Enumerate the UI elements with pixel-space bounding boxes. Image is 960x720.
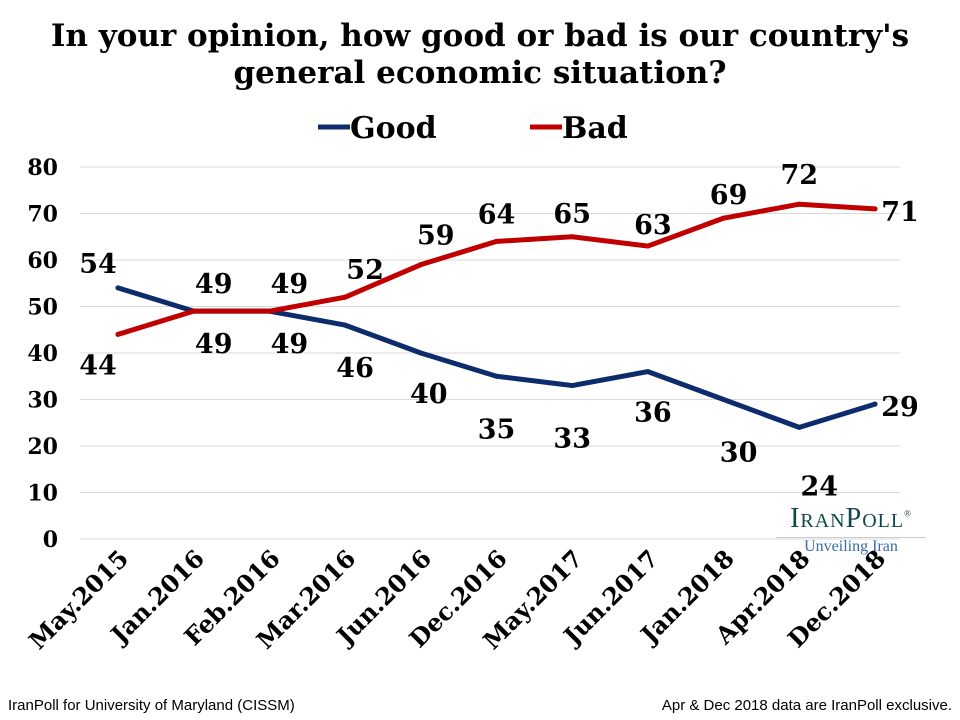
data-label: 65: [553, 199, 591, 230]
y-tick-label: 20: [27, 434, 58, 460]
data-label: 54: [79, 249, 117, 280]
data-label: 59: [417, 221, 455, 252]
data-point: [645, 243, 651, 249]
data-point: [721, 215, 727, 221]
data-point: [569, 234, 575, 240]
y-tick-label: 30: [27, 388, 58, 414]
data-point: [872, 206, 878, 212]
chart-title: In your opinion, how good or bad is our …: [50, 18, 910, 91]
data-label: 49: [271, 329, 309, 360]
data-point: [266, 308, 272, 314]
data-label: 49: [195, 269, 233, 300]
data-label: 24: [801, 471, 839, 502]
legend-label: Bad: [562, 111, 628, 146]
data-label: 52: [346, 255, 384, 286]
logo-name: IranPoll®: [790, 503, 912, 534]
data-point: [796, 424, 802, 430]
data-label: 64: [478, 199, 516, 230]
data-label: 49: [271, 269, 309, 300]
y-tick-label: 50: [27, 295, 58, 321]
data-point: [115, 285, 121, 291]
y-tick-label: 0: [43, 527, 58, 553]
data-point: [418, 262, 424, 268]
data-point: [494, 373, 499, 379]
data-point: [872, 401, 878, 407]
iranpoll-logo: IranPoll® Unveiling Iran: [776, 503, 926, 556]
data-label: 30: [720, 438, 758, 469]
y-tick-label: 80: [27, 155, 58, 181]
data-label: 44: [79, 350, 117, 381]
footer-note: Apr & Dec 2018 data are IranPoll exclusi…: [661, 697, 952, 714]
logo-tagline: Unveiling Iran: [776, 537, 926, 556]
footer-source: IranPoll for University of Maryland (CIS…: [8, 697, 295, 714]
legend-label: Good: [350, 111, 437, 146]
y-tick-label: 10: [27, 481, 58, 507]
data-label: 33: [553, 424, 591, 455]
data-label: 40: [410, 379, 448, 410]
data-label: 36: [634, 398, 672, 429]
data-point: [418, 350, 424, 356]
data-label: 49: [195, 329, 233, 360]
data-label: 29: [881, 392, 919, 423]
y-tick-label: 40: [27, 341, 58, 367]
data-label: 72: [781, 160, 819, 191]
data-point: [494, 238, 499, 244]
data-label: 63: [634, 210, 672, 241]
y-tick-label: 70: [27, 202, 58, 228]
data-label: 35: [478, 414, 516, 445]
data-point: [796, 201, 802, 207]
y-tick-label: 60: [27, 248, 58, 274]
data-point: [191, 308, 197, 314]
data-label: 69: [710, 180, 748, 211]
data-point: [721, 397, 727, 402]
data-label: 71: [881, 197, 919, 228]
data-label: 46: [336, 353, 374, 384]
data-point: [342, 294, 348, 300]
data-point: [645, 369, 651, 375]
data-point: [569, 383, 575, 389]
data-point: [342, 322, 348, 328]
data-point: [115, 331, 121, 337]
